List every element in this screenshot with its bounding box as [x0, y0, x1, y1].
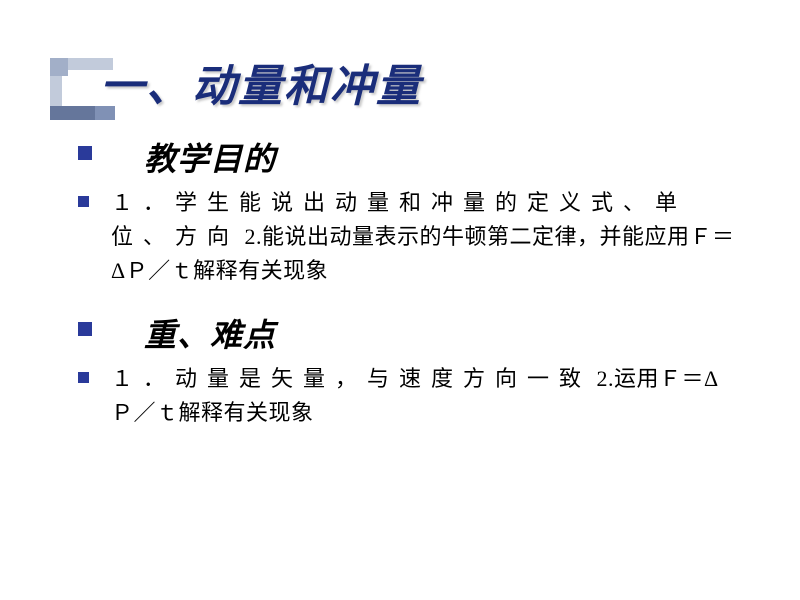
bullet-icon: [78, 146, 92, 160]
heading-row: 重、难点: [60, 310, 740, 356]
title-row: 一、动量和冲量: [60, 50, 740, 114]
bullet-icon: [78, 372, 89, 383]
section-heading: 重、难点: [114, 310, 276, 356]
body-row: １．动量是矢量，与速度方向一致 2.运用Ｆ＝ΔＰ／ｔ解释有关现象: [60, 362, 740, 430]
section-heading: 教学目的: [114, 134, 276, 180]
bullet-icon: [78, 196, 89, 207]
decor-bar: [68, 58, 113, 70]
heading-row: 教学目的: [60, 134, 740, 180]
body-text: １．学生能说出动量和冲量的定义式、单位、方向 2.能说出动量表示的牛顿第二定律，…: [111, 186, 740, 288]
bullet-icon: [78, 322, 92, 336]
text-line: １．动量是矢量，与速度方向一致: [111, 366, 591, 391]
body-row: １．学生能说出动量和冲量的定义式、单位、方向 2.能说出动量表示的牛顿第二定律，…: [60, 186, 740, 288]
section-keypoints: 重、难点 １．动量是矢量，与速度方向一致 2.运用Ｆ＝ΔＰ／ｔ解释有关现象: [60, 310, 740, 430]
decor-bar: [95, 106, 115, 120]
decor-bar: [50, 76, 62, 106]
decor-bar: [50, 106, 95, 120]
section-objectives: 教学目的 １．学生能说出动量和冲量的定义式、单位、方向 2.能说出动量表示的牛顿…: [60, 134, 740, 288]
title-decoration: [50, 58, 140, 118]
slide-title: 一、动量和冲量: [60, 50, 740, 114]
body-text: １．动量是矢量，与速度方向一致 2.运用Ｆ＝ΔＰ／ｔ解释有关现象: [111, 362, 740, 430]
slide-container: 一、动量和冲量 教学目的 １．学生能说出动量和冲量的定义式、单位、方向 2.能说…: [0, 0, 800, 600]
decor-square: [50, 58, 68, 76]
